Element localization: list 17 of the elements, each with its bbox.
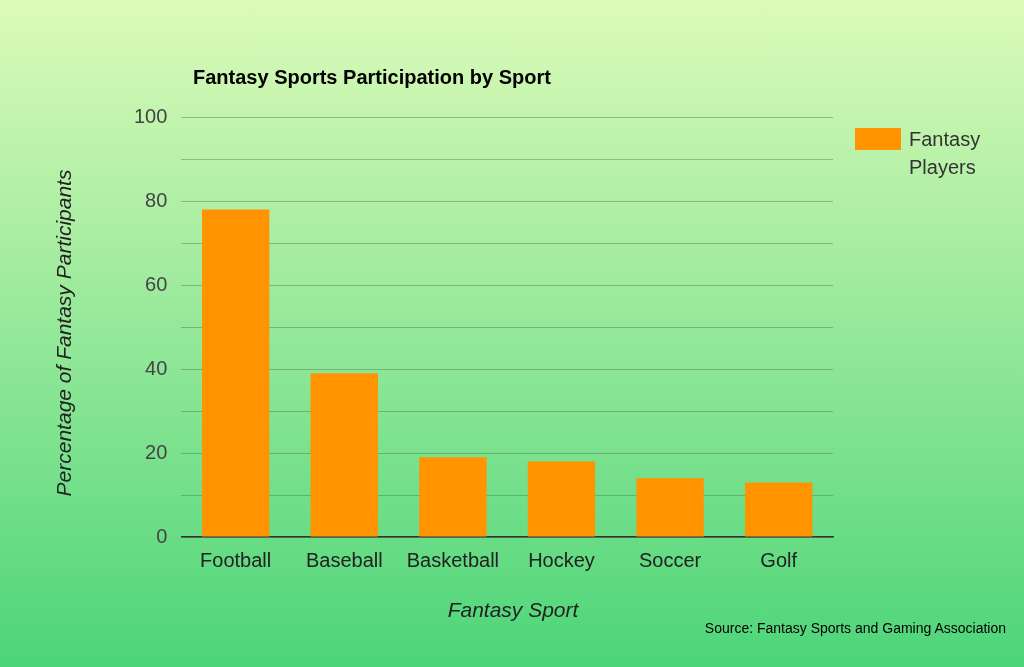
y-tick-label: 80 xyxy=(145,188,168,211)
x-tick-label: Hockey xyxy=(528,548,595,571)
y-tick-label: 60 xyxy=(145,272,168,295)
legend-label: Fantasy Players xyxy=(909,127,982,180)
x-tick-label: Basketball xyxy=(406,548,500,571)
x-axis-title: Fantasy Sport xyxy=(447,598,579,621)
y-tick-label: 100 xyxy=(133,104,168,127)
y-tick-label: 20 xyxy=(145,440,168,463)
x-tick-label: Golf xyxy=(760,548,798,571)
source-note: Source: Fantasy Sports and Gaming Association xyxy=(704,620,1006,636)
x-tick-label: Soccer xyxy=(638,548,702,571)
x-tick-label: Football xyxy=(200,548,272,571)
chart-title: Fantasy Sports Participation by Sport xyxy=(193,66,551,89)
y-tick-label: 40 xyxy=(145,356,168,379)
y-tick-label: 0 xyxy=(156,524,168,547)
x-tick-label: Baseball xyxy=(305,548,383,571)
y-axis-title: Percentage of Fantasy Participants xyxy=(52,169,76,497)
